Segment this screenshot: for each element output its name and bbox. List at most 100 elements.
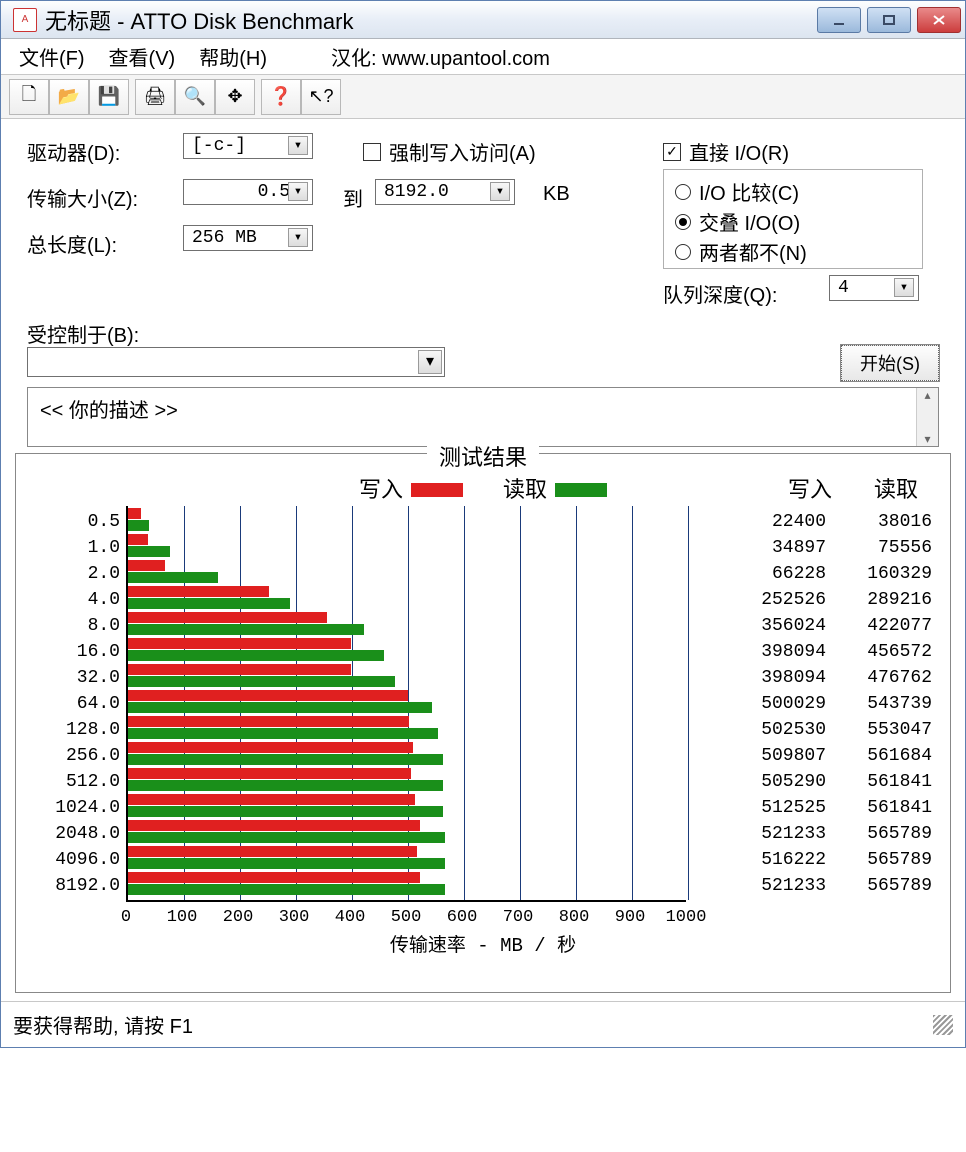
y-label: 512.0: [30, 772, 120, 792]
xfer-size-label: 传输大小(Z):: [27, 183, 138, 212]
write-bar: [128, 534, 148, 545]
x-tick: 600: [447, 908, 478, 927]
y-label: 256.0: [30, 746, 120, 766]
read-bar: [128, 546, 170, 557]
x-tick: 1000: [666, 908, 707, 927]
write-value: 505290: [736, 772, 826, 792]
length-select[interactable]: 256 MB: [183, 225, 313, 251]
read-value: 476762: [842, 668, 932, 688]
context-help-icon[interactable]: ↖?: [301, 79, 341, 115]
write-bar: [128, 820, 420, 831]
results-title: 测试结果: [427, 440, 539, 472]
menu-view[interactable]: 查看(V): [109, 42, 176, 71]
x-tick: 300: [279, 908, 310, 927]
write-bar: [128, 664, 351, 675]
write-value: 521233: [736, 876, 826, 896]
gridline: [688, 506, 689, 900]
write-value: 500029: [736, 694, 826, 714]
save-icon[interactable]: 💾: [89, 79, 129, 115]
gridline: [632, 506, 633, 900]
scrollbar[interactable]: ▴▾: [916, 388, 938, 446]
y-label: 4.0: [30, 590, 120, 610]
description-box[interactable]: << 你的描述 >> ▴▾: [27, 387, 939, 447]
write-bar: [128, 872, 420, 883]
preview-icon[interactable]: 🔍: [175, 79, 215, 115]
write-value: 521233: [736, 824, 826, 844]
write-value: 356024: [736, 616, 826, 636]
write-value: 66228: [736, 564, 826, 584]
read-value: 565789: [842, 876, 932, 896]
read-value: 553047: [842, 720, 932, 740]
read-value: 38016: [842, 512, 932, 532]
direct-io-checkbox[interactable]: ✓ 直接 I/O(R): [663, 137, 789, 166]
read-value: 75556: [842, 538, 932, 558]
minimize-button[interactable]: [817, 7, 861, 33]
read-bar: [128, 780, 443, 791]
xfer-from-select[interactable]: 0.5: [183, 179, 313, 205]
close-button[interactable]: [917, 7, 961, 33]
help-icon[interactable]: ❓: [261, 79, 301, 115]
read-value: 561684: [842, 746, 932, 766]
y-label: 64.0: [30, 694, 120, 714]
read-value: 561841: [842, 772, 932, 792]
xfer-to-select[interactable]: 8192.0: [375, 179, 515, 205]
read-bar: [128, 572, 218, 583]
neither-radio[interactable]: 两者都不(N): [675, 237, 807, 266]
x-tick: 500: [391, 908, 422, 927]
titlebar: A 无标题 - ATTO Disk Benchmark: [1, 1, 965, 39]
read-bar: [128, 806, 443, 817]
y-label: 4096.0: [30, 850, 120, 870]
io-compare-radio[interactable]: I/O 比较(C): [675, 177, 799, 206]
read-bar: [128, 728, 438, 739]
write-value: 516222: [736, 850, 826, 870]
read-bar: [128, 624, 364, 635]
y-label: 128.0: [30, 720, 120, 740]
resize-grip-icon[interactable]: [933, 1015, 953, 1035]
start-button[interactable]: 开始(S): [841, 345, 939, 381]
checkbox-icon: ✓: [663, 143, 681, 161]
controlled-by-select[interactable]: [27, 347, 445, 377]
x-tick: 900: [615, 908, 646, 927]
menu-file[interactable]: 文件(F): [19, 42, 85, 71]
xfer-to-label: 到: [343, 183, 363, 212]
toolbar: 🗋 📂 💾 🖨 🔍 ✥ ❓ ↖?: [1, 75, 965, 119]
window-title: 无标题 - ATTO Disk Benchmark: [45, 4, 817, 36]
read-value: 565789: [842, 824, 932, 844]
open-icon[interactable]: 📂: [49, 79, 89, 115]
read-bar: [128, 832, 445, 843]
write-value: 22400: [736, 512, 826, 532]
app-icon: A: [13, 8, 37, 32]
drive-select[interactable]: [-c-]: [183, 133, 313, 159]
write-value: 509807: [736, 746, 826, 766]
overlap-io-radio[interactable]: 交叠 I/O(O): [675, 207, 800, 236]
menu-help[interactable]: 帮助(H): [199, 42, 267, 71]
read-value: 456572: [842, 642, 932, 662]
length-label: 总长度(L):: [27, 229, 117, 258]
menu-locale: 汉化: www.upantool.com: [331, 42, 550, 71]
read-value: 160329: [842, 564, 932, 584]
queue-depth-select[interactable]: 4: [829, 275, 919, 301]
force-write-checkbox[interactable]: 强制写入访问(A): [363, 137, 536, 166]
write-bar: [128, 638, 351, 649]
write-value: 252526: [736, 590, 826, 610]
y-label: 32.0: [30, 668, 120, 688]
write-bar: [128, 612, 327, 623]
write-bar: [128, 716, 409, 727]
x-tick: 700: [503, 908, 534, 927]
print-icon[interactable]: 🖨: [135, 79, 175, 115]
maximize-button[interactable]: [867, 7, 911, 33]
read-bar: [128, 884, 445, 895]
read-bar: [128, 598, 290, 609]
move-icon[interactable]: ✥: [215, 79, 255, 115]
write-header: 写入: [788, 472, 832, 504]
y-label: 2.0: [30, 564, 120, 584]
legend-read-swatch: [555, 483, 607, 497]
read-value: 543739: [842, 694, 932, 714]
read-bar: [128, 702, 432, 713]
gridline: [576, 506, 577, 900]
x-tick: 0: [121, 908, 131, 927]
new-icon[interactable]: 🗋: [9, 79, 49, 115]
x-tick: 400: [335, 908, 366, 927]
write-bar: [128, 560, 165, 571]
read-bar: [128, 650, 384, 661]
